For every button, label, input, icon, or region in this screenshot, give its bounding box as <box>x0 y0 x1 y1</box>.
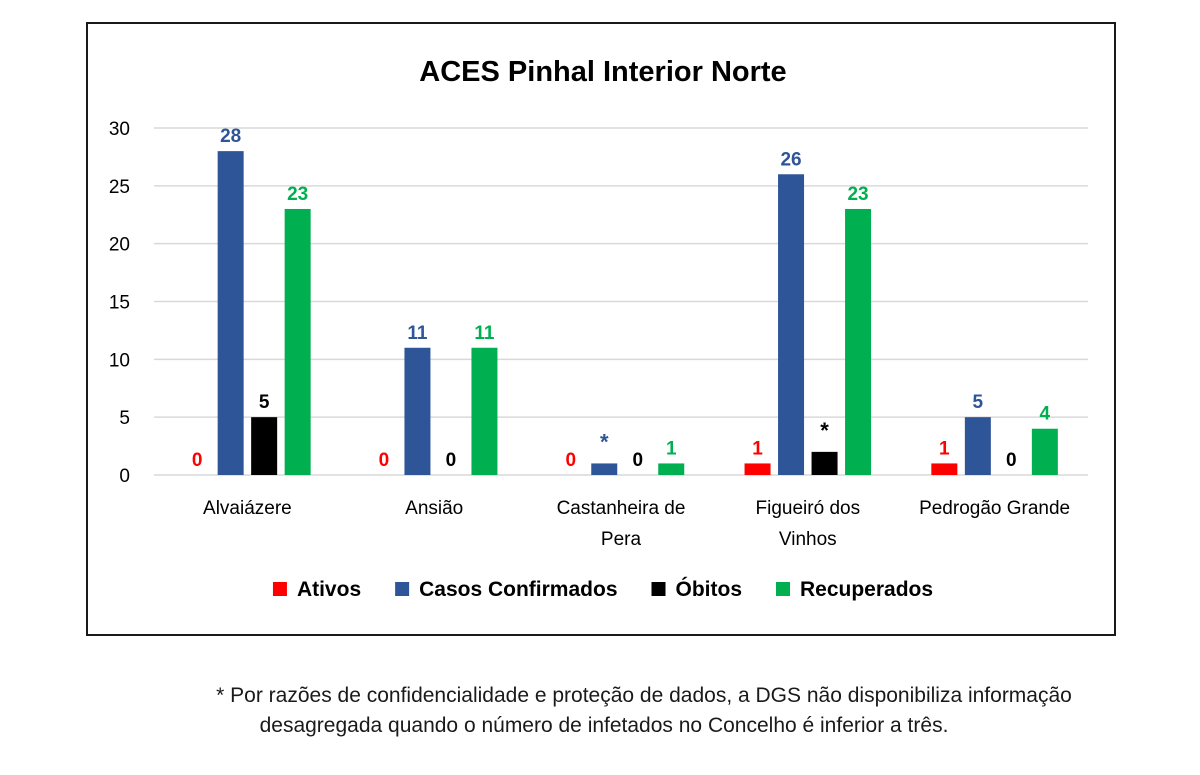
y-axis-tick-labels: 0 5 10 15 20 25 30 <box>109 119 130 487</box>
data-label: 5 <box>973 392 984 413</box>
x-tick-label: Vinhos <box>779 529 837 550</box>
legend: Ativos Casos Confirmados Óbitos Recuperados <box>272 577 933 601</box>
x-axis-tick-labels: Alvaiázere Ansião Castanheira de Pera Figuei… <box>203 498 1070 550</box>
footnote-line-1: * Por razões de confidencialidade e prot… <box>216 684 1072 707</box>
bars <box>217 151 1058 475</box>
bar-casos-confirmados <box>591 463 618 475</box>
y-tick-label: 20 <box>109 235 130 256</box>
data-label: 11 <box>474 323 495 344</box>
y-tick-label: 15 <box>109 293 130 314</box>
data-label: 1 <box>752 438 763 459</box>
bar-óbitos <box>811 451 838 475</box>
data-label: 0 <box>379 450 390 471</box>
bar-casos-confirmados <box>964 417 991 475</box>
bar-recuperados <box>471 347 498 475</box>
y-tick-label: 0 <box>119 466 130 487</box>
footnote-line-2: desagregada quando o número de infetados… <box>259 714 949 737</box>
legend-label: Ativos <box>297 578 361 601</box>
y-tick-label: 10 <box>109 350 130 371</box>
y-tick-label: 25 <box>109 177 130 198</box>
data-label: 4 <box>1040 404 1051 425</box>
data-label: 0 <box>632 450 643 471</box>
legend-label: Óbitos <box>676 577 743 601</box>
bar-recuperados <box>845 208 872 475</box>
data-label: 1 <box>666 438 677 459</box>
chart-title: ACES Pinhal Interior Norte <box>419 56 786 88</box>
x-tick-label: Castanheira de <box>557 498 686 519</box>
x-tick-label: Pedrogão Grande <box>919 498 1070 519</box>
data-label: * <box>820 418 829 443</box>
data-label: 0 <box>565 450 576 471</box>
bar-ativos <box>931 463 958 475</box>
x-tick-label: Alvaiázere <box>203 498 292 519</box>
bar-óbitos <box>251 417 278 475</box>
legend-swatch <box>776 582 791 596</box>
data-label: 23 <box>847 184 868 205</box>
data-label: 0 <box>446 450 457 471</box>
data-label: 23 <box>287 184 308 205</box>
x-tick-label: Ansião <box>405 498 463 519</box>
data-label: 11 <box>407 323 428 344</box>
chart-frame: ACES Pinhal Interior Norte 0 5 10 15 20 25 30 … <box>86 22 1116 636</box>
y-tick-label: 5 <box>119 408 130 429</box>
legend-label: Casos Confirmados <box>419 578 617 601</box>
data-label: 26 <box>780 149 801 170</box>
data-label: 28 <box>220 126 241 147</box>
bar-recuperados <box>1031 428 1058 475</box>
legend-swatch <box>395 582 410 596</box>
data-label: 1 <box>939 438 950 459</box>
bar-recuperados <box>658 463 685 475</box>
data-label: 0 <box>1006 450 1017 471</box>
legend-label: Recuperados <box>800 578 933 601</box>
y-tick-label: 30 <box>109 119 130 140</box>
data-label: 5 <box>259 392 270 413</box>
bar-recuperados <box>284 208 311 475</box>
bar-chart: ACES Pinhal Interior Norte 051015202530 … <box>109 56 1088 601</box>
bar-casos-confirmados <box>404 347 431 475</box>
legend-swatch <box>651 582 666 596</box>
data-label: 0 <box>192 450 203 471</box>
bar-ativos <box>744 463 771 475</box>
x-tick-label: Figueiró dos <box>756 498 861 519</box>
legend-swatch <box>272 582 287 596</box>
x-tick-label: Pera <box>601 529 642 550</box>
bar-casos-confirmados <box>217 151 244 475</box>
bar-casos-confirmados <box>778 174 805 475</box>
data-label: * <box>600 429 609 454</box>
